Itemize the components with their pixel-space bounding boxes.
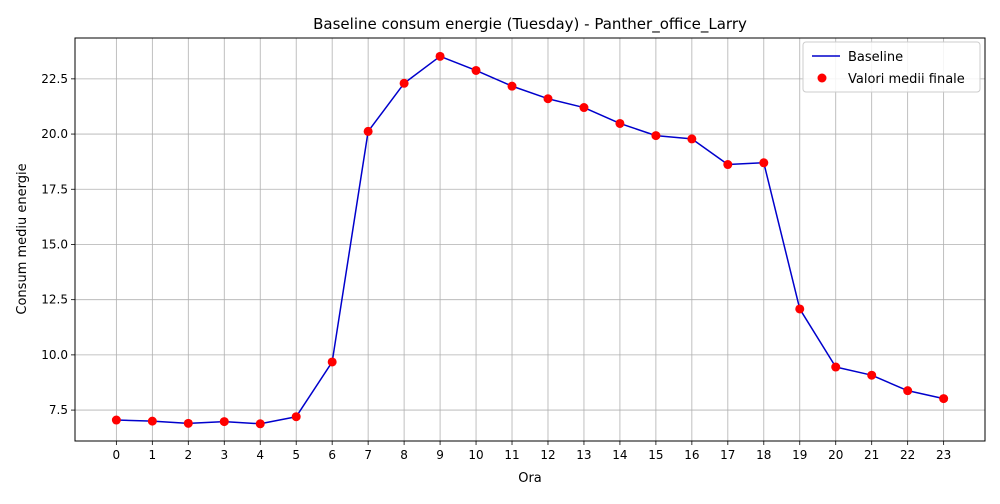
scatter-point — [435, 51, 445, 61]
x-tick-label: 16 — [684, 448, 699, 462]
legend: Baseline Valori medii finale — [802, 41, 981, 93]
legend-marker-swatch — [817, 73, 827, 83]
y-tick-label: 22.5 — [41, 72, 68, 86]
y-tick-label: 12.5 — [41, 293, 68, 307]
scatter-point — [615, 118, 625, 128]
x-tick-label: 19 — [792, 448, 807, 462]
legend-label-baseline: Baseline — [848, 50, 903, 65]
scatter-point — [651, 131, 661, 141]
x-tick-label: 20 — [828, 448, 843, 462]
y-tick-label: 17.5 — [41, 182, 68, 196]
series-layer — [111, 51, 949, 429]
x-tick-label: 2 — [184, 448, 192, 462]
scatter-point — [291, 412, 301, 422]
legend-label-valori: Valori medii finale — [848, 72, 965, 87]
y-tick-label: 15.0 — [41, 237, 68, 251]
scatter-point — [687, 134, 697, 144]
x-tick-label: 4 — [256, 448, 264, 462]
x-tick-label: 13 — [576, 448, 591, 462]
x-tick-label: 3 — [220, 448, 228, 462]
x-tick-label: 10 — [468, 448, 483, 462]
y-axis-label: Consum mediu energie — [15, 163, 30, 314]
x-axis-label: Ora — [518, 471, 542, 486]
x-tick-label: 6 — [328, 448, 336, 462]
x-tick-label: 12 — [540, 448, 555, 462]
x-tick-label: 23 — [936, 448, 951, 462]
x-tick-label: 0 — [113, 448, 121, 462]
x-tick-label: 1 — [149, 448, 157, 462]
plot-area-frame — [74, 37, 986, 442]
scatter-point — [147, 416, 157, 426]
x-tick-label: 21 — [864, 448, 879, 462]
chart-title: Baseline consum energie (Tuesday) - Pant… — [313, 15, 747, 34]
x-tick-label: 11 — [504, 448, 519, 462]
x-tick-label: 14 — [612, 448, 627, 462]
scatter-point — [327, 357, 337, 367]
x-tick-label: 5 — [292, 448, 300, 462]
x-tick-label: 15 — [648, 448, 663, 462]
scatter-point — [219, 417, 229, 427]
scatter-point — [903, 386, 913, 396]
y-tick-label: 10.0 — [41, 348, 68, 362]
x-tick-label: 18 — [756, 448, 771, 462]
y-tick-label: 20.0 — [41, 127, 68, 141]
scatter-point — [939, 394, 949, 404]
scatter-point — [183, 418, 193, 428]
scatter-point — [543, 94, 553, 104]
legend-box — [802, 41, 981, 93]
x-tick-label: 8 — [400, 448, 408, 462]
scatter-point — [507, 81, 517, 91]
scatter-point — [399, 78, 409, 88]
scatter-point — [867, 370, 877, 380]
baseline-series-line — [116, 55, 944, 425]
y-tick-label: 7.5 — [49, 403, 68, 417]
x-tick-label: 22 — [900, 448, 915, 462]
scatter-point — [471, 65, 481, 75]
x-tick-label: 9 — [436, 448, 444, 462]
scatter-point — [255, 419, 265, 429]
scatter-point — [831, 362, 841, 372]
scatter-point — [111, 415, 121, 425]
scatter-point — [579, 103, 589, 113]
tick-layer: 0 1 2 3 4 5 6 7 8 9 10 11 12 13 14 15 16 17 18 19 20 21 22 237.… — [41, 72, 951, 462]
scatter-point — [723, 160, 733, 170]
scatter-point — [795, 304, 805, 314]
scatter-point — [363, 126, 373, 136]
grid-layer — [75, 38, 985, 441]
x-tick-label: 7 — [364, 448, 372, 462]
x-tick-label: 17 — [720, 448, 735, 462]
scatter-point — [759, 158, 769, 168]
